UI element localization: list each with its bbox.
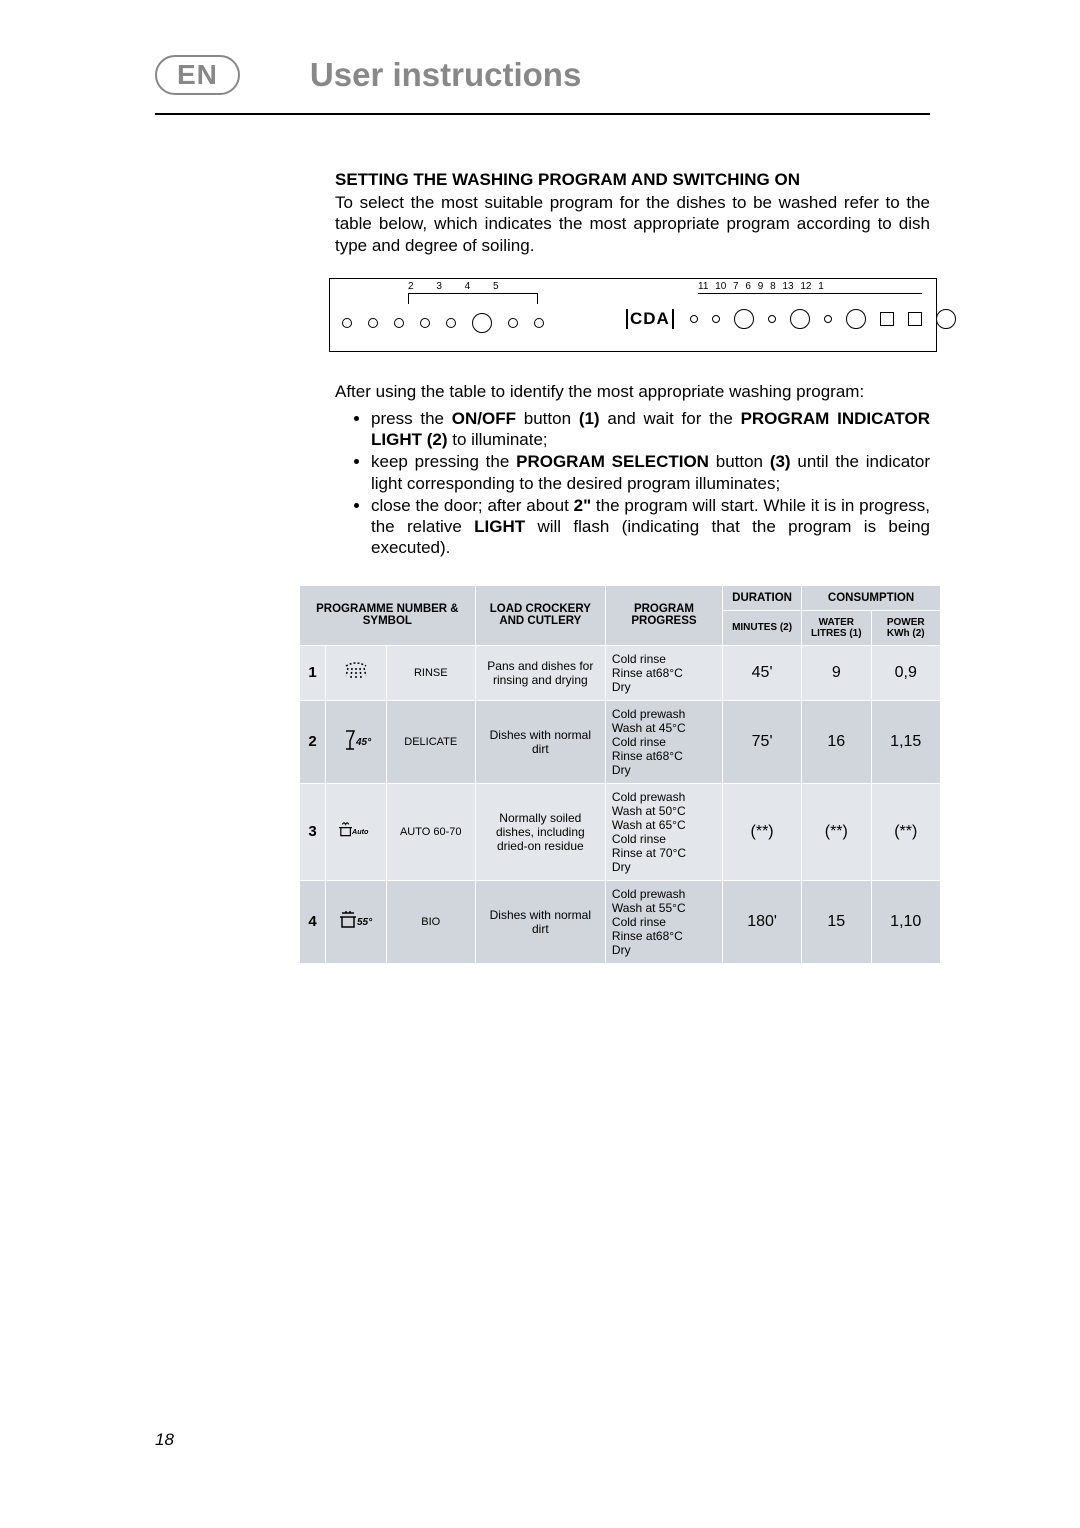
control-panel-diagram: 2 3 4 5 CDA 11 10 7 6 9 8 13 12 1 — [329, 278, 937, 352]
cell-num: 3 — [300, 783, 326, 880]
cell-duration: (**) — [723, 783, 802, 880]
panel-button-icon — [846, 309, 866, 329]
section-heading: SETTING THE WASHING PROGRAM AND SWITCHIN… — [335, 170, 930, 190]
cell-water: 9 — [802, 645, 871, 700]
program-table: PROGRAMME NUMBER & SYMBOL LOAD CROCKERY … — [299, 585, 941, 964]
table-row: 3 Auto AUTO 60-70 Normally soiled dishes… — [300, 783, 941, 880]
panel-display-icon — [908, 312, 922, 326]
cell-symbol — [326, 645, 387, 700]
svg-text:55°: 55° — [357, 917, 373, 928]
panel-left-controls — [342, 307, 562, 339]
glass-45-icon: 45° — [336, 725, 376, 755]
intro-paragraph: To select the most suitable program for … — [335, 192, 930, 256]
cell-num: 4 — [300, 880, 326, 963]
panel-dot-icon — [508, 318, 518, 328]
panel-callout-lines-right — [698, 293, 922, 305]
list-item: close the door; after about 2" the progr… — [371, 495, 930, 559]
cell-num: 2 — [300, 700, 326, 783]
cell-symbol: Auto — [326, 783, 387, 880]
svg-text:Auto: Auto — [351, 827, 369, 836]
panel-button-icon — [734, 309, 754, 329]
list-item: keep pressing the PROGRAM SELECTION butt… — [371, 451, 930, 494]
cell-duration: 75' — [723, 700, 802, 783]
cell-symbol: 45° — [326, 700, 387, 783]
th-load: LOAD CROCKERY AND CUTLERY — [475, 585, 605, 645]
table-row: 2 45° DELICATE Dishes with normal dirt C… — [300, 700, 941, 783]
pot-auto-icon: Auto — [336, 815, 376, 845]
th-water: WATER LITRES (1) — [802, 610, 871, 645]
th-minutes: MINUTES (2) — [723, 610, 802, 645]
th-program: PROGRAM PROGRESS — [605, 585, 722, 645]
panel-numbers-left: 2 3 4 5 — [408, 281, 509, 292]
cell-type: BIO — [386, 880, 475, 963]
cell-power: 0,9 — [871, 645, 941, 700]
cell-water: 16 — [802, 700, 871, 783]
cell-progress: Cold prewash Wash at 50°C Wash at 65°C C… — [605, 783, 722, 880]
panel-display-icon — [880, 312, 894, 326]
th-programme: PROGRAMME NUMBER & SYMBOL — [300, 585, 476, 645]
cell-type: AUTO 60-70 — [386, 783, 475, 880]
cell-load: Pans and dishes for rinsing and drying — [475, 645, 605, 700]
table-row: 1 RINSE Pans and dishes for rinsing and … — [300, 645, 941, 700]
panel-dot-icon — [394, 318, 404, 328]
cell-duration: 45' — [723, 645, 802, 700]
instruction-list: press the ON/OFF button (1) and wait for… — [335, 408, 930, 559]
panel-dot-icon — [534, 318, 544, 328]
panel-power-button-icon — [936, 309, 956, 329]
th-duration: DURATION — [723, 585, 802, 610]
cell-power: 1,10 — [871, 880, 941, 963]
cell-num: 1 — [300, 645, 326, 700]
cell-type: RINSE — [386, 645, 475, 700]
shower-icon — [336, 656, 376, 686]
cell-power: 1,15 — [871, 700, 941, 783]
cell-power: (**) — [871, 783, 941, 880]
header: EN User instructions — [155, 55, 930, 95]
svg-text:45°: 45° — [355, 737, 372, 748]
cell-duration: 180' — [723, 880, 802, 963]
panel-dot-icon — [420, 318, 430, 328]
cell-water: (**) — [802, 783, 871, 880]
panel-callout-lines-left — [408, 293, 538, 305]
th-consumption: CONSUMPTION — [802, 585, 941, 610]
brand-logo: CDA — [626, 309, 674, 329]
cell-progress: Cold prewash Wash at 45°C Cold rinse Rin… — [605, 700, 722, 783]
page-number: 18 — [155, 1430, 174, 1450]
panel-led-icon — [768, 315, 776, 323]
language-badge: EN — [155, 55, 240, 95]
th-power: POWER KWh (2) — [871, 610, 941, 645]
panel-button-icon — [472, 313, 492, 333]
cell-symbol: 55° — [326, 880, 387, 963]
panel-button-icon — [790, 309, 810, 329]
after-intro: After using the table to identify the mo… — [335, 382, 930, 402]
cell-load: Normally soiled dishes, including dried-… — [475, 783, 605, 880]
cell-load: Dishes with normal dirt — [475, 700, 605, 783]
cell-water: 15 — [802, 880, 871, 963]
list-item: press the ON/OFF button (1) and wait for… — [371, 408, 930, 451]
page-title: User instructions — [310, 56, 581, 94]
panel-led-icon — [712, 315, 720, 323]
panel-dot-icon — [446, 318, 456, 328]
cell-progress: Cold prewash Wash at 55°C Cold rinse Rin… — [605, 880, 722, 963]
panel-numbers-right: 11 10 7 6 9 8 13 12 1 — [698, 281, 824, 292]
panel-right-controls — [690, 309, 956, 329]
panel-dot-icon — [368, 318, 378, 328]
pot-55-icon: 55° — [336, 905, 376, 935]
panel-dot-icon — [342, 318, 352, 328]
panel-led-icon — [690, 315, 698, 323]
cell-type: DELICATE — [386, 700, 475, 783]
panel-led-icon — [824, 315, 832, 323]
table-row: 4 55° BIO Dishes with normal dirt Cold p… — [300, 880, 941, 963]
cell-load: Dishes with normal dirt — [475, 880, 605, 963]
cell-progress: Cold rinse Rinse at68°C Dry — [605, 645, 722, 700]
